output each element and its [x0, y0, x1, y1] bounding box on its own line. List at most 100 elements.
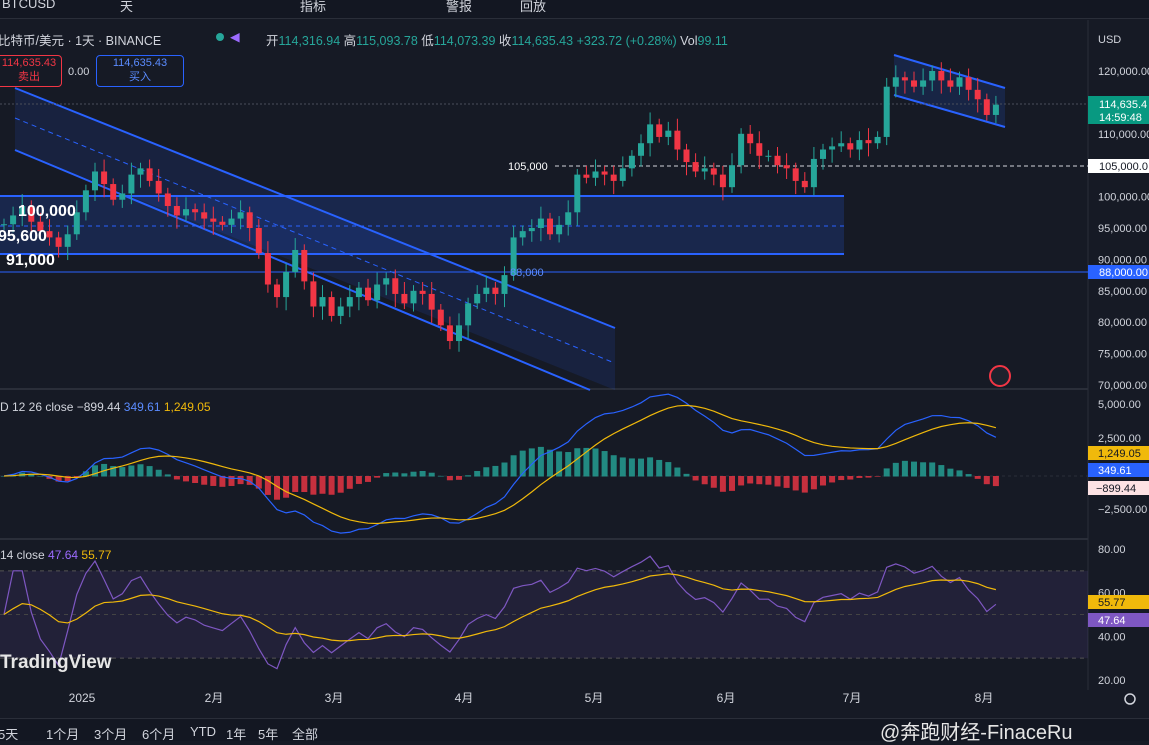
candle	[592, 171, 599, 178]
macd-histogram-bar	[992, 476, 999, 487]
macd-histogram-bar	[365, 476, 371, 482]
candle	[456, 325, 462, 342]
candle	[537, 218, 544, 228]
candle	[501, 275, 508, 294]
candle	[255, 228, 262, 254]
last-price-text: 114,635.4	[1099, 99, 1147, 111]
range-1m[interactable]: 1个月	[46, 727, 80, 742]
macd-signal-tag	[1088, 446, 1149, 460]
range-6m[interactable]: 6个月	[142, 727, 176, 742]
candle	[28, 206, 35, 222]
macd-histogram-bar	[410, 471, 417, 477]
candle	[128, 174, 135, 194]
indicator-icon[interactable]: ◀	[230, 30, 240, 44]
candle	[437, 309, 444, 326]
macd-histogram-bar	[883, 468, 890, 477]
candle	[146, 168, 153, 181]
flag-icon	[989, 365, 1011, 387]
candle	[319, 297, 326, 307]
macd-histogram-bar	[856, 476, 863, 478]
replay-button[interactable]: 回放	[520, 0, 547, 14]
macd-hist-value: −899.44	[76, 400, 121, 414]
level-88000-text: 88,000.00	[1099, 267, 1148, 279]
range-ytd[interactable]: YTD	[190, 724, 216, 739]
spread-value: 0.00	[68, 66, 90, 78]
candle	[410, 290, 417, 304]
rising-channel-fill	[894, 55, 1005, 127]
macd-histogram-bar	[28, 473, 35, 477]
macd-histogram-bar	[719, 476, 726, 492]
macd-histogram-bar	[838, 476, 845, 481]
candle	[929, 71, 936, 81]
macd-histogram-bar	[583, 447, 590, 477]
low-label: 低	[421, 34, 434, 48]
interval-button[interactable]: 天	[120, 0, 134, 14]
candle	[528, 228, 535, 232]
alert-button[interactable]: 警报	[446, 0, 473, 14]
macd-histogram-bar	[556, 451, 563, 477]
sell-button[interactable]: 114,635.43 卖出	[0, 55, 62, 87]
candle	[665, 130, 672, 137]
macd-histogram-bar	[346, 476, 353, 489]
candle	[847, 143, 854, 150]
range-5d[interactable]: 5天	[0, 727, 19, 742]
time-tick-label: 2月	[205, 691, 224, 705]
candle	[73, 212, 80, 235]
candle	[392, 278, 399, 294]
support-zone	[0, 196, 844, 254]
candle	[346, 297, 353, 307]
macd-histogram-bar	[920, 462, 927, 477]
candle	[874, 136, 881, 144]
macd-histogram-bar	[37, 475, 44, 477]
macd-signal-line	[3, 404, 997, 525]
macd-histogram-bar	[965, 474, 972, 477]
macd-histogram-bar	[419, 470, 426, 477]
macd-histogram-bar	[110, 466, 117, 477]
high-label: 高	[343, 34, 357, 48]
candle	[783, 165, 790, 169]
macd-histogram-bar	[237, 476, 244, 485]
range-all[interactable]: 全部	[292, 727, 319, 742]
time-tick-label: 3月	[325, 691, 344, 705]
macd-histogram-bar	[92, 465, 98, 477]
macd-histogram-bar	[201, 476, 208, 485]
macd-histogram-bar	[55, 476, 62, 482]
macd-histogram-bar	[164, 474, 171, 477]
level-105000-tag	[1088, 159, 1149, 173]
macd-histogram-bar	[665, 462, 672, 477]
macd-histogram-bar	[829, 476, 836, 483]
annotation-105000: 105,000	[508, 161, 548, 173]
range-3m[interactable]: 3个月	[94, 727, 128, 742]
symbol-title: 比特币/美元 · 1天 · BINANCE	[0, 34, 162, 48]
candle	[738, 133, 745, 166]
macd-histogram-bar	[674, 467, 681, 477]
candle	[292, 249, 299, 272]
buy-button[interactable]: 114,635.43 买入	[96, 55, 184, 87]
macd-histogram-bar	[619, 457, 626, 477]
candle	[747, 133, 754, 144]
candle	[228, 218, 235, 225]
indicators-button[interactable]: 指标	[300, 0, 327, 14]
macd-histogram-bar	[656, 459, 663, 477]
macd-histogram-bar	[892, 462, 899, 477]
candle	[810, 158, 817, 188]
rsi-ma-tag	[1088, 595, 1149, 609]
macd-histogram-bar	[865, 476, 872, 478]
annotation-88000: 88,000	[510, 267, 544, 279]
candle	[46, 231, 53, 238]
status-dot	[216, 33, 224, 41]
macd-title: D 12 26 close	[0, 400, 74, 414]
macd-histogram-bar	[810, 476, 817, 490]
macd-histogram-bar	[783, 476, 790, 488]
range-5y[interactable]: 5年	[258, 727, 279, 742]
macd-histogram-bar	[64, 476, 71, 482]
range-1y[interactable]: 1年	[226, 727, 247, 742]
symbol-label[interactable]: BTCUSD	[2, 0, 56, 11]
candle	[237, 212, 244, 219]
time-tick-label: 4月	[455, 691, 474, 705]
candle	[465, 303, 472, 326]
candle	[838, 143, 845, 147]
annotation-100000: 100,000	[18, 203, 76, 220]
rsi-title: 14 close	[0, 548, 45, 562]
